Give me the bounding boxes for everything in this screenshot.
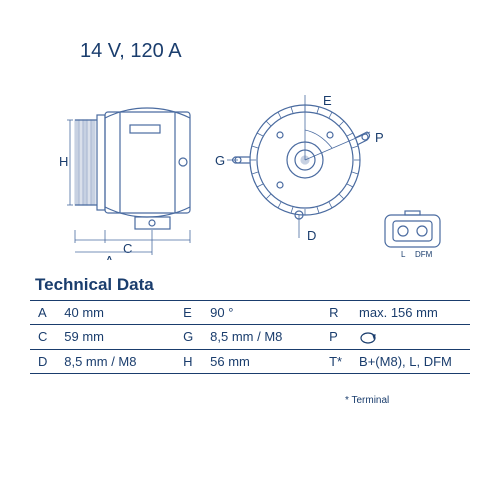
cell-label: E <box>175 301 202 325</box>
table-row: D 8,5 mm / M8 H 56 mm T* B+(M8), L, DFM <box>30 349 470 373</box>
cell-value: 56 mm <box>202 349 321 373</box>
rating-text: 14 V, 120 A <box>80 40 182 63</box>
svg-text:G: G <box>215 153 225 168</box>
svg-text:L: L <box>401 250 406 259</box>
technical-data-table: A 40 mm E 90 ° R max. 156 mm C 59 mm G 8… <box>30 300 470 374</box>
technical-data-header: Technical Data <box>35 275 154 295</box>
cell-value: 8,5 mm / M8 <box>202 325 321 350</box>
rotation-icon <box>359 331 377 345</box>
svg-text:H: H <box>59 154 68 169</box>
cell-value <box>351 325 470 350</box>
table-row: C 59 mm G 8,5 mm / M8 P <box>30 325 470 350</box>
svg-text:DFM: DFM <box>415 250 433 259</box>
cell-label: R <box>321 301 351 325</box>
cell-value: B+(M8), L, DFM <box>351 349 470 373</box>
cell-value: 8,5 mm / M8 <box>56 349 175 373</box>
technical-diagram: H C A <box>40 85 460 260</box>
cell-value: 59 mm <box>56 325 175 350</box>
svg-text:E: E <box>323 93 332 108</box>
cell-value: 40 mm <box>56 301 175 325</box>
cell-value: max. 156 mm <box>351 301 470 325</box>
table-row: A 40 mm E 90 ° R max. 156 mm <box>30 301 470 325</box>
svg-text:P: P <box>375 130 384 145</box>
cell-label: P <box>321 325 351 350</box>
cell-label: A <box>30 301 56 325</box>
svg-text:C: C <box>123 241 132 256</box>
svg-text:D: D <box>307 228 316 243</box>
cell-value: 90 ° <box>202 301 321 325</box>
cell-label: H <box>175 349 202 373</box>
cell-label: G <box>175 325 202 350</box>
svg-text:A: A <box>105 253 114 260</box>
cell-label: D <box>30 349 56 373</box>
cell-label: C <box>30 325 56 350</box>
cell-label: T* <box>321 349 351 373</box>
terminal-footnote: * Terminal <box>345 395 389 406</box>
